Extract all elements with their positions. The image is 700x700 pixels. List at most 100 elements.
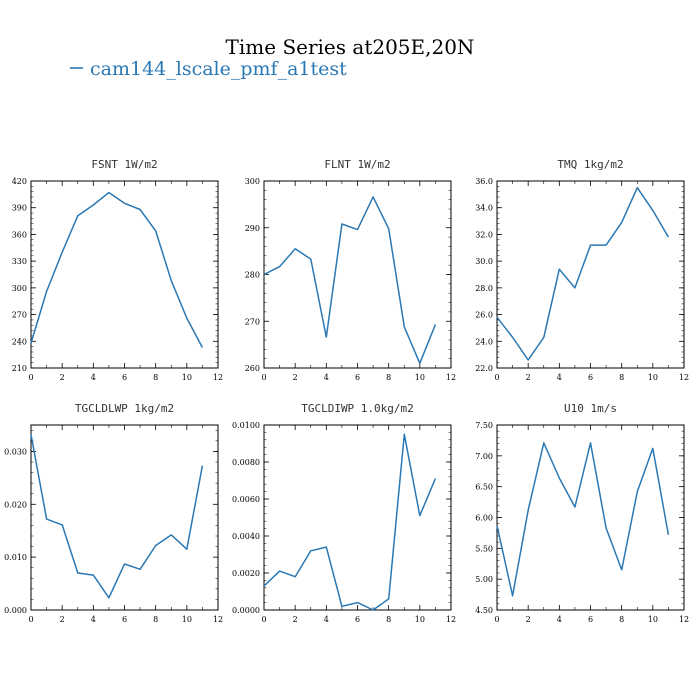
x-tick-label: 4 bbox=[91, 373, 96, 382]
y-tick-label: 5.00 bbox=[475, 575, 493, 584]
chart-panel-3: TMQ 1kg/m2 0 2 4 6 8 10 12 22.0 24.0 26.0 28.0 30.0 3… bbox=[475, 158, 689, 382]
x-tick-label: 0 bbox=[494, 373, 499, 382]
x-tick-label: 4 bbox=[91, 615, 96, 624]
y-tick-label: 22.0 bbox=[475, 364, 493, 373]
plot-frame bbox=[30, 180, 219, 369]
y-tick-label: 280 bbox=[245, 271, 260, 280]
y-tick-label: 0.0020 bbox=[232, 569, 260, 578]
x-tick-label: 6 bbox=[122, 373, 127, 382]
y-tick-label: 0.010 bbox=[4, 553, 27, 562]
x-tick-label: 2 bbox=[60, 373, 65, 382]
y-tick-label: 300 bbox=[12, 284, 27, 293]
x-tick-label: 2 bbox=[293, 373, 298, 382]
x-tick-label: 10 bbox=[415, 615, 425, 624]
y-tick-label: 390 bbox=[12, 204, 27, 213]
y-tick-label: 7.50 bbox=[475, 421, 493, 430]
y-tick-label: 28.0 bbox=[475, 284, 493, 293]
x-tick-label: 4 bbox=[557, 373, 562, 382]
y-tick-label: 270 bbox=[12, 311, 27, 320]
x-tick-label: 0 bbox=[28, 615, 33, 624]
x-tick-label: 2 bbox=[526, 615, 531, 624]
y-tick-label: 360 bbox=[12, 230, 27, 239]
plot-frame bbox=[496, 180, 685, 369]
y-tick-label: 0.020 bbox=[4, 500, 27, 509]
chart-panel-6: U10 1m/s 0 2 4 6 8 10 12 4.50 5.00 5.50 6.00 6.50 7.0… bbox=[475, 402, 689, 624]
y-tick-label: 240 bbox=[12, 337, 27, 346]
x-tick-label: 12 bbox=[679, 373, 689, 382]
y-tick-label: 0.0080 bbox=[232, 458, 260, 467]
x-tick-label: 4 bbox=[324, 373, 329, 382]
y-tick-label: 270 bbox=[245, 317, 260, 326]
plot-frame bbox=[263, 424, 452, 611]
x-tick-label: 8 bbox=[153, 615, 158, 624]
series-line bbox=[263, 433, 437, 611]
y-tick-label: 7.00 bbox=[475, 452, 493, 461]
series-line bbox=[496, 186, 670, 361]
y-tick-label: 260 bbox=[245, 364, 260, 373]
x-tick-label: 10 bbox=[182, 373, 192, 382]
x-tick-label: 4 bbox=[557, 615, 562, 624]
y-tick-label: 0.0000 bbox=[232, 606, 260, 615]
series-line bbox=[263, 196, 437, 365]
panels-grid: FSNT 1W/m20 2 4 6 8 10 12210240270300330360390… bbox=[4, 158, 689, 624]
y-tick-label: 420 bbox=[12, 177, 27, 186]
panel-title: FLNT 1W/m2 bbox=[324, 158, 390, 171]
x-tick-label: 2 bbox=[293, 615, 298, 624]
y-tick-label: 4.50 bbox=[475, 606, 493, 615]
x-tick-label: 10 bbox=[182, 615, 192, 624]
plot-frame bbox=[30, 424, 219, 611]
panel-title: TGCLDLWP 1kg/m2 bbox=[75, 402, 174, 415]
y-tick-label: 330 bbox=[12, 257, 27, 266]
x-tick-label: 8 bbox=[386, 615, 391, 624]
y-tick-label: 300 bbox=[245, 177, 260, 186]
panel-title: TMQ 1kg/m2 bbox=[557, 158, 623, 171]
x-tick-label: 6 bbox=[122, 615, 127, 624]
y-tick-label: 24.0 bbox=[475, 337, 493, 346]
x-tick-label: 10 bbox=[648, 615, 658, 624]
x-tick-label: 10 bbox=[648, 373, 658, 382]
chart-panel-4: TGCLDLWP 1kg/m2 0 2 4 6 8 10 12 0.000 0.010 0.020 0… bbox=[4, 402, 223, 624]
series-line bbox=[30, 434, 204, 599]
chart-panel-1: FSNT 1W/m2 0 2 4 6 8 10 12 210 240 270 300 330 360 390… bbox=[12, 158, 223, 382]
series-line bbox=[30, 191, 204, 348]
panel-title: TGCLDIWP 1.0kg/m2 bbox=[301, 402, 414, 415]
x-tick-label: 0 bbox=[28, 373, 33, 382]
y-tick-label: 0.0060 bbox=[232, 495, 260, 504]
x-tick-label: 10 bbox=[415, 373, 425, 382]
figure-title: Time Series at205E,20N bbox=[226, 35, 475, 59]
x-tick-label: 4 bbox=[324, 615, 329, 624]
x-tick-label: 0 bbox=[261, 373, 266, 382]
x-tick-label: 6 bbox=[588, 615, 593, 624]
y-tick-label: 32.0 bbox=[475, 230, 493, 239]
y-tick-label: 0.030 bbox=[4, 447, 27, 456]
plot-frame bbox=[496, 424, 685, 611]
chart-panel-5: TGCLDIWP 1.0kg/m2 0 2 4 6 8 10 12 0.0000 0.0020 0.… bbox=[232, 402, 456, 624]
x-tick-label: 12 bbox=[446, 615, 456, 624]
x-tick-label: 2 bbox=[526, 373, 531, 382]
y-tick-label: 34.0 bbox=[475, 204, 493, 213]
y-tick-label: 290 bbox=[245, 224, 260, 233]
y-tick-label: 210 bbox=[12, 364, 27, 373]
x-tick-label: 0 bbox=[494, 615, 499, 624]
x-tick-label: 12 bbox=[213, 615, 223, 624]
series-line bbox=[496, 442, 670, 597]
y-tick-label: 5.50 bbox=[475, 544, 493, 553]
x-tick-label: 8 bbox=[153, 373, 158, 382]
x-tick-label: 0 bbox=[261, 615, 266, 624]
x-tick-label: 12 bbox=[446, 373, 456, 382]
x-tick-label: 8 bbox=[619, 615, 624, 624]
x-tick-label: 8 bbox=[386, 373, 391, 382]
y-tick-label: 0.0040 bbox=[232, 532, 260, 541]
legend-label: cam144_lscale_pmf_a1test bbox=[90, 58, 347, 80]
y-tick-label: 6.50 bbox=[475, 483, 493, 492]
y-tick-label: 30.0 bbox=[475, 257, 493, 266]
y-tick-label: 0.000 bbox=[4, 606, 27, 615]
x-tick-label: 6 bbox=[588, 373, 593, 382]
panel-title: FSNT 1W/m2 bbox=[91, 158, 157, 171]
plot-frame bbox=[263, 180, 452, 369]
x-tick-label: 12 bbox=[679, 615, 689, 624]
x-tick-label: 8 bbox=[619, 373, 624, 382]
y-tick-label: 26.0 bbox=[475, 311, 493, 320]
x-tick-label: 2 bbox=[60, 615, 65, 624]
